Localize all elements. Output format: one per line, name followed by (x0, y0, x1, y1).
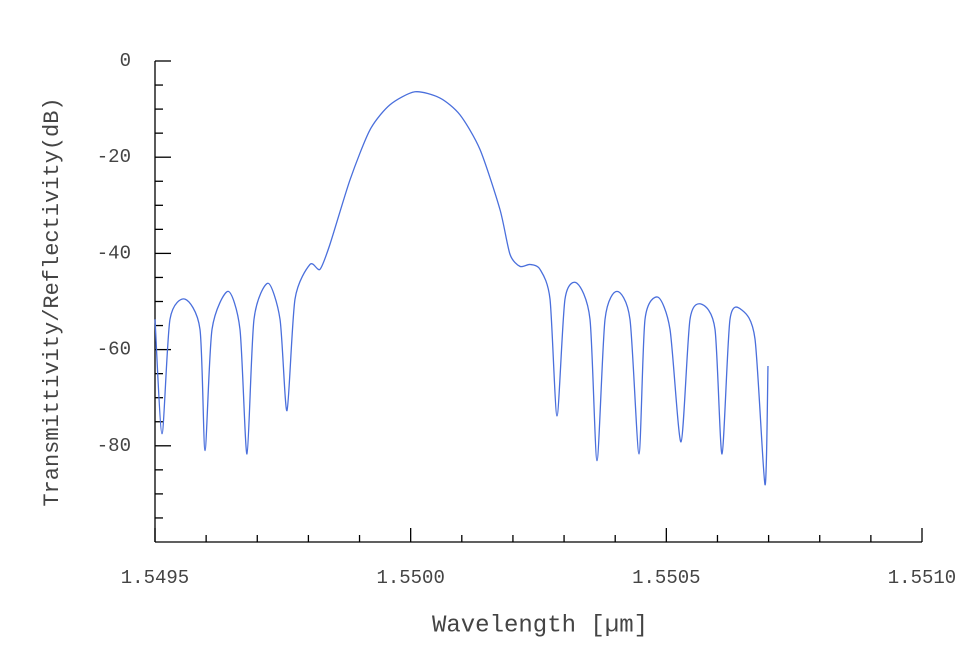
data-line (154, 91, 769, 486)
x-axis-label: Wavelength [µm] (432, 612, 648, 639)
x-tick-label: 1.5500 (376, 567, 444, 589)
y-tick-label: -60 (97, 339, 131, 361)
x-tick-label: 1.5510 (888, 567, 956, 589)
y-tick-label: -20 (97, 146, 131, 168)
y-tick-label: -40 (97, 242, 131, 264)
y-tick-label: 0 (120, 50, 131, 72)
y-tick-label: -80 (97, 435, 131, 457)
x-tick-label: 1.5495 (121, 567, 189, 589)
y-axis-label: Transmittivity/Reflectivity(dB) (40, 97, 65, 506)
x-tick-label: 1.5505 (632, 567, 700, 589)
